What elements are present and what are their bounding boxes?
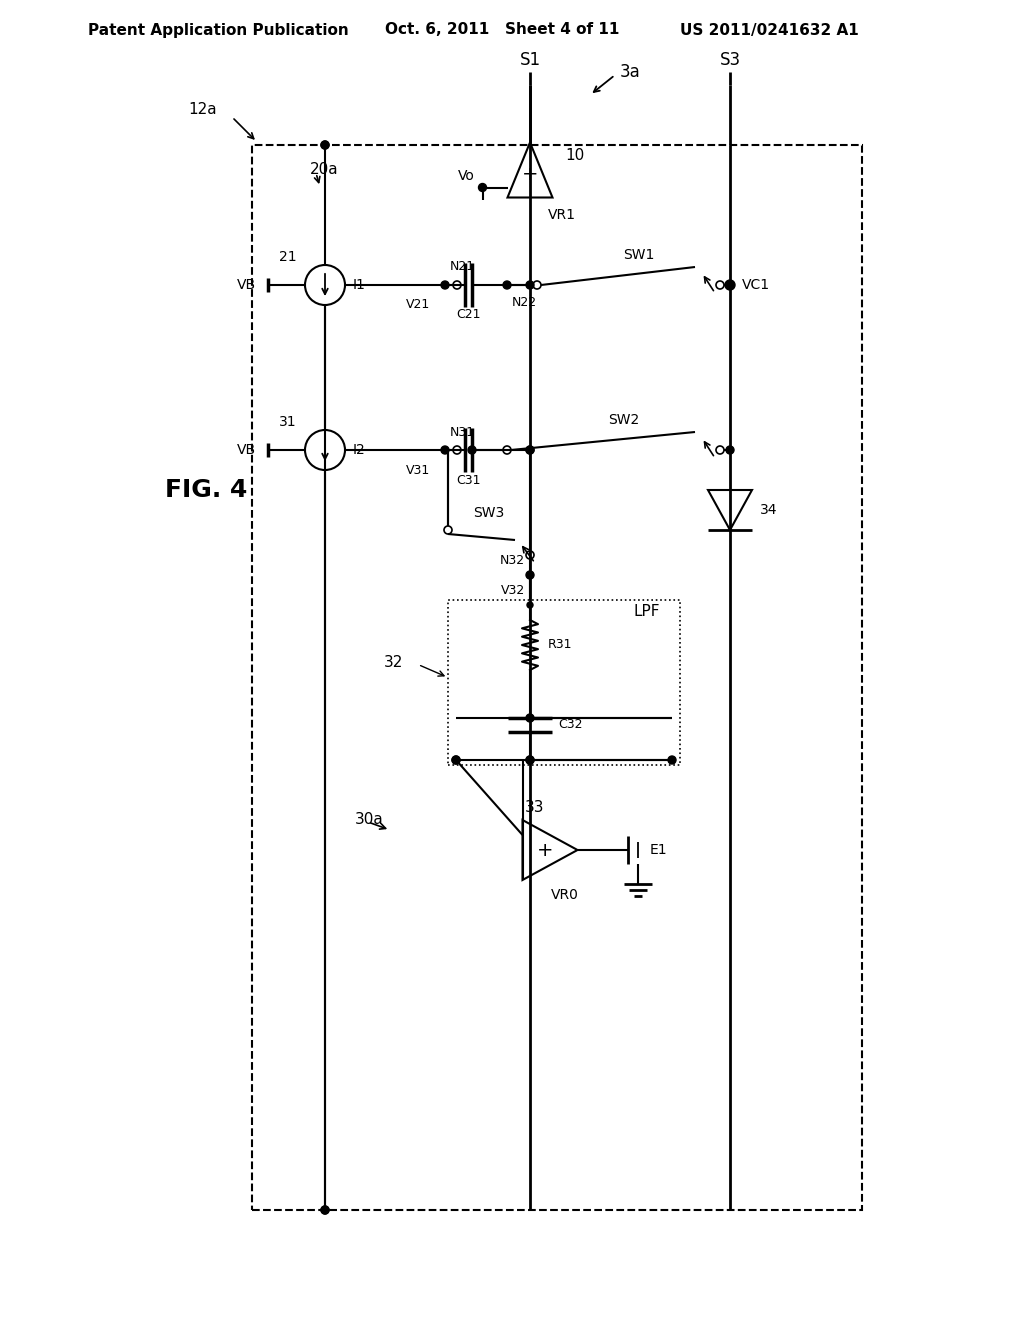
Text: I1: I1	[353, 279, 366, 292]
Text: +: +	[522, 165, 539, 185]
Text: V21: V21	[406, 298, 430, 312]
Text: Patent Application Publication: Patent Application Publication	[88, 22, 349, 37]
Text: R31: R31	[548, 639, 572, 652]
Text: 10: 10	[565, 148, 585, 162]
Circle shape	[503, 281, 511, 289]
Text: 30a: 30a	[355, 813, 384, 828]
Text: S1: S1	[519, 51, 541, 69]
Circle shape	[526, 572, 534, 579]
Circle shape	[527, 715, 534, 721]
Text: 12a: 12a	[188, 103, 217, 117]
Text: C31: C31	[457, 474, 480, 487]
Circle shape	[452, 756, 460, 764]
Text: 33: 33	[525, 800, 545, 816]
Text: VB: VB	[237, 279, 256, 292]
Text: 32: 32	[384, 655, 403, 671]
Text: 3a: 3a	[620, 63, 641, 81]
Text: VR0: VR0	[551, 888, 579, 902]
Circle shape	[526, 714, 534, 722]
Text: US 2011/0241632 A1: US 2011/0241632 A1	[680, 22, 859, 37]
Text: VR1: VR1	[548, 209, 575, 222]
Bar	[252, 145, 862, 1210]
Circle shape	[526, 446, 534, 454]
Text: FIG. 4: FIG. 4	[165, 478, 248, 502]
Circle shape	[526, 756, 534, 764]
Text: C21: C21	[457, 309, 480, 322]
Circle shape	[321, 1206, 329, 1214]
Circle shape	[526, 281, 534, 289]
Text: VC1: VC1	[742, 279, 770, 292]
Text: 31: 31	[280, 414, 297, 429]
Circle shape	[726, 446, 734, 454]
Text: N22: N22	[512, 297, 538, 309]
Text: 21: 21	[280, 249, 297, 264]
Text: S3: S3	[720, 51, 740, 69]
Circle shape	[478, 183, 486, 191]
Text: N32: N32	[500, 553, 525, 566]
Circle shape	[321, 1206, 329, 1214]
Circle shape	[526, 446, 534, 454]
Text: 34: 34	[760, 503, 777, 517]
Text: C32: C32	[558, 718, 583, 731]
Circle shape	[321, 141, 329, 149]
Circle shape	[527, 602, 534, 609]
Text: SW3: SW3	[473, 506, 505, 520]
Circle shape	[441, 281, 449, 289]
Circle shape	[526, 756, 534, 764]
Text: Vo: Vo	[458, 169, 474, 182]
Circle shape	[668, 756, 676, 764]
Text: +: +	[537, 841, 553, 859]
Text: V32: V32	[501, 583, 525, 597]
Text: SW2: SW2	[608, 413, 639, 426]
Circle shape	[468, 446, 476, 454]
Text: I2: I2	[353, 444, 366, 457]
Text: N21: N21	[450, 260, 475, 273]
Bar	[449, 601, 680, 766]
Circle shape	[441, 446, 449, 454]
Circle shape	[452, 756, 460, 764]
Text: V31: V31	[406, 463, 430, 477]
Text: E1: E1	[649, 843, 667, 857]
Text: N31: N31	[450, 425, 475, 438]
Text: Oct. 6, 2011   Sheet 4 of 11: Oct. 6, 2011 Sheet 4 of 11	[385, 22, 620, 37]
Circle shape	[321, 141, 329, 149]
Text: 20a: 20a	[310, 162, 339, 177]
Text: SW1: SW1	[623, 248, 654, 261]
Text: LPF: LPF	[634, 605, 660, 619]
Circle shape	[725, 280, 735, 290]
Text: VB: VB	[237, 444, 256, 457]
